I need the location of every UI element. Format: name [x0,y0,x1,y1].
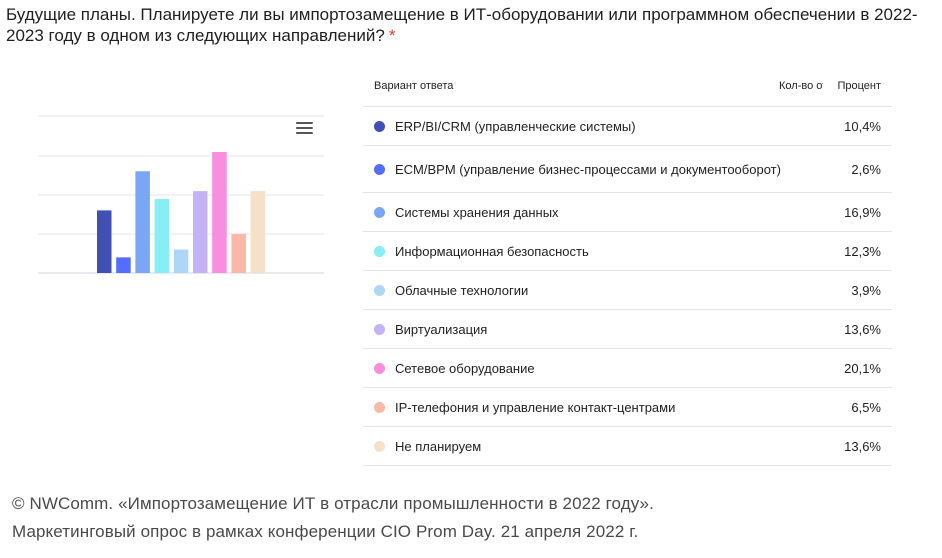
table-header: Вариант ответа Кол-во ответов Процент [363,66,892,107]
table-row: ECM/BPM (управление бизнес-процессами и … [363,146,892,193]
hamburger-menu-icon[interactable] [296,122,313,136]
row-percent: 10,4% [844,118,881,134]
row-label: Сетевое оборудование [395,360,535,376]
row-percent: 12,3% [844,243,881,259]
footer-credit: © NWComm. «Импортозамещение ИТ в отрасли… [12,490,937,546]
row-percent: 3,9% [851,282,881,298]
bar[interactable] [193,191,208,273]
question-text: Будущие планы. Планируете ли вы импортоз… [6,5,918,45]
bar-chart-svg [38,115,324,274]
bar[interactable] [154,198,170,273]
bar[interactable] [173,249,189,273]
row-label: Не планируем [395,438,482,454]
table-row: ERP/BI/CRM (управленческие системы) 10,4% [363,107,892,146]
footer-line-2: Маркетинговый опрос в рамках конференции… [12,522,639,541]
bar[interactable] [250,191,266,273]
row-label: ECM/BPM (управление бизнес-процессами и … [395,161,781,177]
row-percent: 13,6% [844,438,881,454]
table-row: Сетевое оборудование 20,1% [363,349,892,388]
header-answer: Вариант ответа [374,80,454,92]
required-mark: * [388,26,396,45]
legend-dot [374,120,385,132]
bar[interactable] [231,233,246,273]
row-percent: 6,5% [851,399,881,415]
row-percent: 13,6% [844,321,881,337]
row-label: Информационная безопасность [395,243,589,259]
bar[interactable] [116,257,131,273]
row-percent: 20,1% [844,360,881,376]
legend-dot [374,440,385,452]
bar[interactable] [135,171,150,273]
row-label: Виртуализация [395,321,488,337]
legend-dot [374,362,385,374]
table-body: ERP/BI/CRM (управленческие системы) 10,4%… [363,107,892,466]
results-table: Вариант ответа Кол-во ответов Процент ER… [363,66,892,466]
row-label: Облачные технологии [395,282,529,298]
table-row: Не планируем 13,6% [363,427,892,466]
table-row: Системы хранения данных 16,9% [363,193,892,232]
table-row: Информационная безопасность 12,3% [363,232,892,271]
legend-dot [374,401,385,413]
row-label: Системы хранения данных [395,204,559,220]
table-row: IP-телефония и управление контакт-центра… [363,388,892,427]
footer-line-1: © NWComm. «Импортозамещение ИТ в отрасли… [12,494,654,513]
bar[interactable] [97,210,112,273]
row-percent: 16,9% [844,204,881,220]
row-percent: 2,6% [851,161,881,177]
table-row: Облачные технологии 3,9% [363,271,892,310]
row-label: IP-телефония и управление контакт-центра… [395,399,676,415]
legend-dot [374,284,385,296]
table-row: Виртуализация 13,6% [363,310,892,349]
question-title: Будущие планы. Планируете ли вы импортоз… [6,4,931,46]
header-count: Кол-во ответов [779,80,823,92]
bar[interactable] [212,152,227,273]
header-percent: Процент [837,80,881,92]
legend-dot [374,323,385,335]
legend-dot [374,245,385,257]
legend-dot [374,206,385,218]
bar-chart [34,110,334,290]
row-label: ERP/BI/CRM (управленческие системы) [395,118,636,134]
legend-dot [374,163,385,175]
